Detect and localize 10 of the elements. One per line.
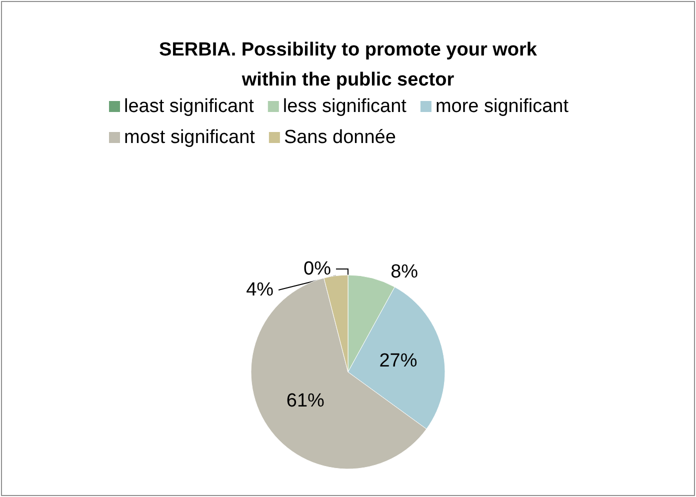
data-label: 27% <box>379 350 418 372</box>
data-label: 8% <box>390 262 418 283</box>
data-label: 61% <box>286 390 325 412</box>
legend-label: less significant <box>282 96 408 117</box>
legend-label: Sans donnée <box>284 127 396 148</box>
legend-label: least significant <box>124 96 255 117</box>
legend-label: more significant <box>435 96 570 117</box>
legend-label: most significant <box>124 127 256 148</box>
data-label: 4% <box>246 280 274 300</box>
text: 0% <box>304 258 331 280</box>
